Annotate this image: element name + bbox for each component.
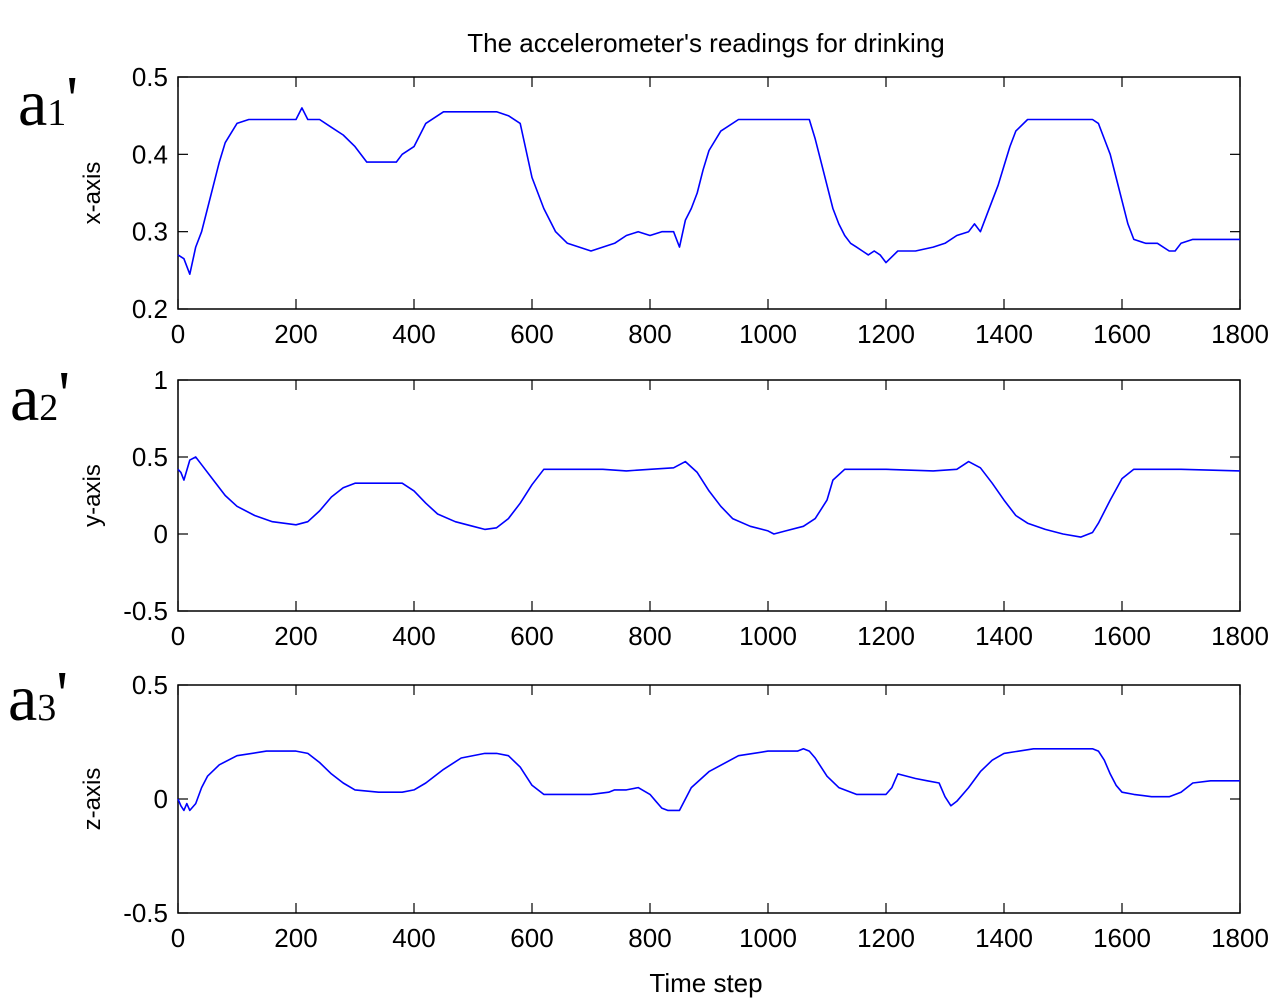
y-tick-label: 0.5 [132,442,168,472]
x-tick-label: 1400 [975,319,1033,349]
plot-area-3 [177,684,1241,914]
x-tick-label: 1200 [857,923,915,953]
series-line-1 [177,107,1240,276]
panels: 0 200 400 600 800 1000 1200 1400 1600 18000.20.30… [8,62,1269,953]
panel-tag-1: a1' [18,63,78,140]
x-tick-label: 1000 [739,621,797,651]
y-tick-label: 0.2 [132,294,168,324]
x-tick-label: 400 [392,621,435,651]
y-axis-label: x-axis [79,162,106,225]
x-axis-label: Time step [649,968,762,998]
x-tick-label: 600 [510,319,553,349]
x-tick-label: 1200 [857,621,915,651]
x-tick-label: 0 [171,923,185,953]
x-tick-label: 600 [510,621,553,651]
y-tick-label: 0.3 [132,217,168,247]
y-tick-label: 0.5 [132,62,168,92]
subplot-2: 0 200 400 600 800 1000 1200 1400 1600 1800-0.500.… [10,358,1269,651]
plot-area-1 [177,76,1241,310]
x-tick-label: 1600 [1093,621,1151,651]
chart-title: The accelerometer's readings for drinkin… [467,28,945,58]
y-tick-label: 0.5 [132,670,168,700]
x-tick-label: 1600 [1093,923,1151,953]
x-tick-label: 1400 [975,621,1033,651]
subplot-3: 0 200 400 600 800 1000 1200 1400 1600 1800-0.500.… [8,658,1269,953]
panel-tag-3: a3' [8,658,68,735]
x-tick-label: 400 [392,319,435,349]
x-tick-label: 800 [628,621,671,651]
series-line-3 [177,747,1240,812]
x-tick-label: 200 [274,923,317,953]
x-tick-label: 1000 [739,319,797,349]
y-tick-label: 0 [154,784,168,814]
x-tick-label: 1200 [857,319,915,349]
panel-tag-2: a2' [10,358,70,435]
subplot-1: 0 200 400 600 800 1000 1200 1400 1600 1800 0.2 0.3 0… [18,62,1269,349]
y-tick-label: 0.4 [132,139,168,169]
y-tick-label: 0 [154,519,168,549]
x-tick-label: 1400 [975,923,1033,953]
y-axis-label: y-axis [79,464,106,527]
x-tick-label: 800 [628,319,671,349]
x-tick-label: 400 [392,923,435,953]
x-tick-label: 1600 [1093,319,1151,349]
y-tick-label: -0.5 [123,596,168,626]
x-tick-label: 0 [171,621,185,651]
plot-area-2 [177,379,1241,612]
x-tick-label: 0 [171,319,185,349]
x-tick-label: 200 [274,621,317,651]
x-tick-label: 600 [510,923,553,953]
x-tick-label: 1800 [1211,319,1269,349]
y-tick-label: -0.5 [123,898,168,928]
x-tick-label: 200 [274,319,317,349]
y-tick-label: 1 [154,365,168,395]
x-tick-label: 1800 [1211,923,1269,953]
series-line-2 [177,456,1241,538]
x-tick-label: 1800 [1211,621,1269,651]
x-tick-label: 800 [628,923,671,953]
y-axis-label: z-axis [79,768,106,831]
x-tick-label: 1000 [739,923,797,953]
